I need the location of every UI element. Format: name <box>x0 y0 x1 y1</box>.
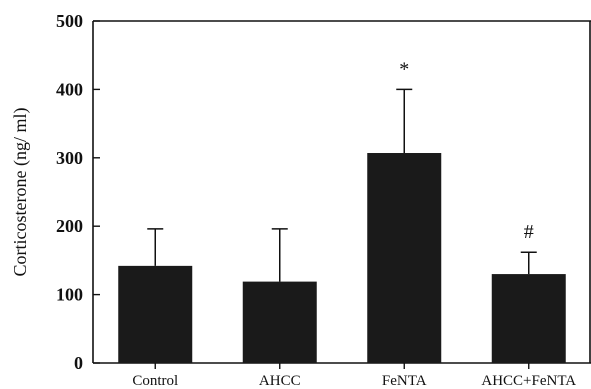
x-tick-label: Control <box>132 373 178 389</box>
significance-mark: # <box>524 221 534 243</box>
bar <box>367 153 442 363</box>
significance-mark: * <box>399 58 409 80</box>
y-tick-label: 200 <box>56 216 83 236</box>
bar <box>118 265 193 363</box>
x-tick-label: AHCC <box>259 373 301 389</box>
y-tick-label: 100 <box>56 285 83 305</box>
plot-area: 0 100 200 300 400 500 Control AHCC * FeNTA # AHCC+F… <box>56 11 591 389</box>
bar <box>491 274 566 363</box>
x-tick-label: FeNTA <box>382 373 427 389</box>
y-tick-label: 400 <box>56 79 83 99</box>
y-tick-label: 0 <box>74 353 83 373</box>
x-tick-label: AHCC+FeNTA <box>481 373 576 389</box>
bar <box>242 281 317 363</box>
y-axis-label: Corticosterone (ng/ ml) <box>10 108 31 277</box>
y-tick-label: 500 <box>56 11 83 31</box>
y-tick-label: 300 <box>56 148 83 168</box>
